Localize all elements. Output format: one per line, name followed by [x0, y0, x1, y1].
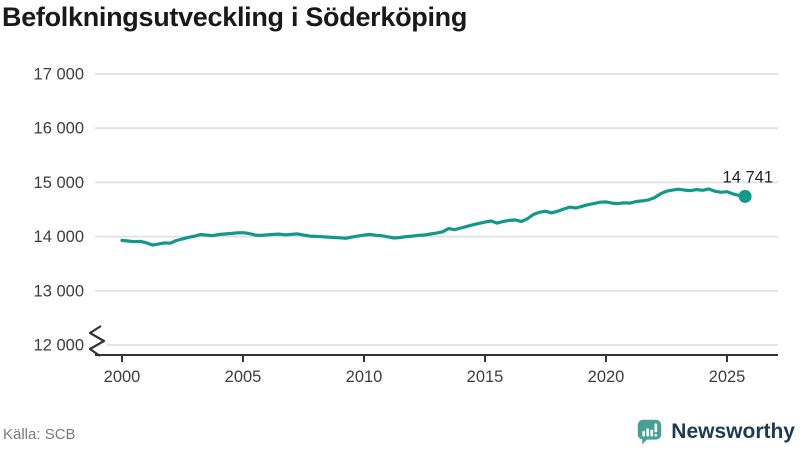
- source-label: Källa: SCB: [3, 426, 76, 443]
- y-tick-label: 13 000: [34, 282, 84, 300]
- x-tick-label: 2005: [225, 368, 262, 386]
- axis-break-icon: [88, 325, 106, 357]
- end-point-label: 14 741: [723, 168, 773, 186]
- newsworthy-logo[interactable]: Newsworthy: [636, 418, 795, 445]
- x-tick-label: 2010: [346, 368, 383, 386]
- y-tick-label: 15 000: [34, 174, 84, 192]
- chart-title: Befolkningsutveckling i Söderköping: [2, 2, 468, 32]
- x-tick-label: 2020: [588, 368, 625, 386]
- x-tick-label: 2015: [467, 368, 504, 386]
- y-tick-label: 14 000: [34, 228, 84, 246]
- y-tick-label: 17 000: [34, 66, 84, 84]
- x-tick-label: 2000: [104, 368, 141, 386]
- end-point-dot: [738, 189, 752, 203]
- x-tick-label: 2025: [709, 368, 746, 386]
- newsworthy-wordmark: Newsworthy: [671, 419, 795, 443]
- population-line: [120, 187, 747, 247]
- y-tick-label: 12 000: [34, 337, 84, 355]
- y-tick-label: 16 000: [34, 120, 84, 138]
- newsworthy-bubble-chart-icon: [638, 419, 662, 445]
